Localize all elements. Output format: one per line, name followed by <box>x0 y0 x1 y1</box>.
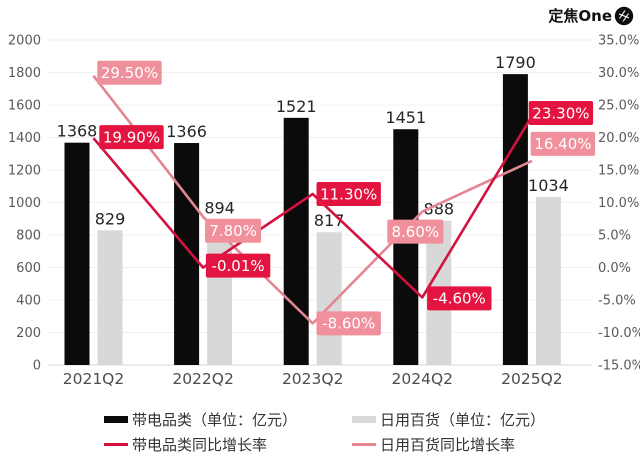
legend-label-electrical-line: 带电品类同比增长率 <box>132 436 268 454</box>
left-axis-tick-label: 1200 <box>8 164 41 179</box>
growth-badge-electrical-2023Q2 <box>316 182 381 207</box>
legend-item-daily-line: 日用百货同比增长率 <box>352 434 545 455</box>
right-axis-tick-label: -10.0% <box>598 326 640 341</box>
left-axis-tick-label: 800 <box>16 229 41 244</box>
bar-daily-2025Q2 <box>535 196 561 365</box>
brand-text: 定焦One <box>548 7 612 25</box>
growth-line-electrical <box>92 115 534 299</box>
left-axis-tick-label: 0 <box>33 359 41 374</box>
right-axis-tick-label: 20.0% <box>598 131 639 146</box>
legend-swatch-electrical-bar <box>104 416 128 423</box>
legend-item-electrical-bar: 带电品类（单位：亿元） <box>104 409 352 430</box>
right-axis-tick-label: 25.0% <box>598 99 639 114</box>
left-axis-tick-label: 600 <box>16 261 41 276</box>
bar-value-label: 1790 <box>495 53 536 72</box>
growth-badge-electrical-2025Q2 <box>528 101 594 126</box>
growth-badge-label: 23.30% <box>532 104 589 122</box>
growth-badge-label: 29.50% <box>101 64 158 82</box>
bar-electrical-2022Q2 <box>174 143 200 365</box>
bar-value-label: 1368 <box>57 122 98 141</box>
growth-badge-label: -8.60% <box>322 315 375 333</box>
right-axis-tick-label: 5.0% <box>598 229 631 244</box>
bar-value-label: 888 <box>424 200 455 219</box>
bar-electrical-2025Q2 <box>502 74 528 365</box>
right-axis-tick-label: -15.0% <box>598 359 640 374</box>
x-axis-category-label: 2025Q2 <box>501 370 563 388</box>
growth-badge-daily-2025Q2 <box>530 131 596 156</box>
growth-badge-label: 8.60% <box>391 223 439 241</box>
left-axis-tick-label: 1400 <box>8 131 41 146</box>
brand: 定焦One <box>548 5 634 26</box>
legend-label-daily-line: 日用百货同比增长率 <box>380 436 516 454</box>
growth-badge-electrical-2021Q2 <box>99 125 164 150</box>
bar-value-label: 1451 <box>385 108 426 127</box>
bar-electrical-2024Q2 <box>393 129 419 365</box>
bar-electrical-2021Q2 <box>64 142 90 365</box>
legend-swatch-daily-bar <box>352 416 376 423</box>
growth-badge-label: -0.01% <box>212 257 265 275</box>
bar-value-label: 1034 <box>528 176 569 195</box>
left-axis-tick-label: 1000 <box>8 196 41 211</box>
growth-badge-label: 19.90% <box>103 128 160 146</box>
legend-swatch-daily-line <box>352 443 376 446</box>
growth-badge-label: 7.80% <box>209 222 257 240</box>
left-axis-tick-label: 1800 <box>8 66 41 81</box>
legend-label-daily-bar: 日用百货（单位：亿元） <box>380 411 546 429</box>
legend-item-electrical-line: 带电品类同比增长率 <box>104 434 352 455</box>
legend-label-electrical-bar: 带电品类（单位：亿元） <box>132 411 298 429</box>
growth-badge-daily-2024Q2 <box>387 219 444 244</box>
right-axis-tick-label: 10.0% <box>598 196 639 211</box>
bar-value-label: 1366 <box>166 122 207 141</box>
bar-value-label: 1521 <box>276 97 317 116</box>
bar-electrical-2023Q2 <box>283 117 309 366</box>
legend: 带电品类（单位：亿元） 日用百货（单位：亿元） 带电品类同比增长率 日用百货同比… <box>104 409 545 455</box>
growth-badge-label: 16.40% <box>534 135 591 153</box>
growth-badge-label: -4.60% <box>433 290 486 308</box>
growth-badge-electrical-2022Q2 <box>205 253 271 278</box>
bar-value-label: 894 <box>204 199 235 218</box>
left-axis-tick-label: 2000 <box>8 34 41 49</box>
left-axis-tick-label: 400 <box>16 294 41 309</box>
growth-badge-daily-2021Q2 <box>97 60 162 85</box>
x-axis-category-label: 2023Q2 <box>282 370 344 388</box>
x-axis-category-label: 2024Q2 <box>392 370 454 388</box>
growth-badge-electrical-2024Q2 <box>427 286 492 311</box>
combo-chart: 0 200 400 600 800 1000 1200 1400 1600 1800 2000 -15… <box>8 34 640 389</box>
growth-badge-daily-2023Q2 <box>316 311 381 336</box>
legend-swatch-electrical-line <box>104 443 128 446</box>
bar-daily-2022Q2 <box>207 219 233 365</box>
left-axis-tick-label: 200 <box>16 326 41 341</box>
left-axis-tick-label: 1600 <box>8 99 41 114</box>
growth-badge-daily-2022Q2 <box>205 218 262 243</box>
bar-value-label: 829 <box>95 209 126 228</box>
right-axis-tick-label: -5.0% <box>598 294 636 309</box>
legend-item-daily-bar: 日用百货（单位：亿元） <box>352 409 545 430</box>
growth-line-daily <box>92 75 533 325</box>
x-axis-category-label: 2021Q2 <box>63 370 125 388</box>
x-axis-category-label: 2022Q2 <box>172 370 234 388</box>
right-axis-tick-label: 30.0% <box>598 66 639 81</box>
bar-daily-2021Q2 <box>97 230 123 365</box>
right-axis-tick-label: 15.0% <box>598 164 639 179</box>
growth-badge-label: 11.30% <box>320 185 377 203</box>
brand-aperture-icon <box>614 6 634 26</box>
right-axis-tick-label: 0.0% <box>598 261 631 276</box>
right-axis-tick-label: 35.0% <box>598 34 639 49</box>
